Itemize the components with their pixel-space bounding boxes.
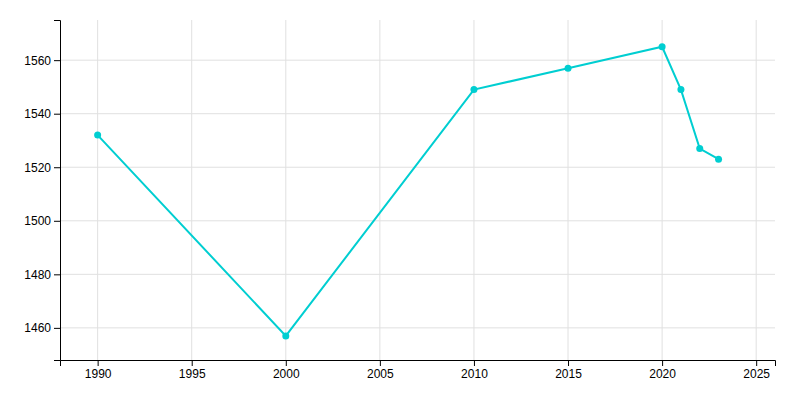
tick: 2015 [555,360,582,381]
tick-label: 1990 [85,367,112,381]
tick-mark [756,360,757,366]
grid-line [60,274,775,275]
point [470,86,477,93]
axis-line [61,361,776,367]
tick-label: 1460 [24,321,51,335]
tick: 1540 [24,107,60,121]
tick-mark [192,360,193,366]
tick-label: 1520 [24,161,51,175]
grid-line [756,20,757,360]
tick-mark [54,328,60,329]
grid-line [285,20,286,360]
tick-mark [54,114,60,115]
grid-line [60,327,775,328]
tick: 1990 [85,360,112,381]
grid-line [60,167,775,168]
grid-line [379,20,380,360]
tick-label: 2015 [555,367,582,381]
tick-label: 2010 [461,367,488,381]
tick-label: 1995 [179,367,206,381]
tick: 1480 [24,268,60,282]
axis-line [54,21,61,361]
y-axis: 1460 1480 1500 1520 1540 1560 [24,21,60,361]
tick-label: 1480 [24,268,51,282]
grid-line [191,20,192,360]
tick: 1460 [24,321,60,335]
tick-mark [54,221,60,222]
tick: 2020 [649,360,676,381]
grid-line [662,20,663,360]
tick-label: 2000 [273,367,300,381]
tick-mark [568,360,569,366]
tick-mark [54,274,60,275]
chart: 1990 1995 2000 2005 2010 2015 2020 2025 1460 1480… [0,0,800,400]
tick-mark [98,360,99,366]
tick-label: 2020 [649,367,676,381]
tick: 1500 [24,214,60,228]
point [696,145,703,152]
point [565,65,572,72]
series [94,43,722,339]
tick-label: 1540 [24,107,51,121]
point [94,132,101,139]
tick: 1560 [24,53,60,67]
point [715,156,722,163]
tick-mark [380,360,381,366]
tick: 2010 [461,360,488,381]
tick-mark [662,360,663,366]
tick: 1520 [24,161,60,175]
tick: 2005 [367,360,394,381]
grid-line [60,220,775,221]
tick: 1995 [179,360,206,381]
tick-label: 1560 [24,53,51,67]
tick-mark [474,360,475,366]
line [98,47,719,336]
point [282,332,289,339]
tick-mark [286,360,287,366]
point [677,86,684,93]
tick: 2000 [273,360,300,381]
tick-label: 1500 [24,214,51,228]
tick-mark [54,167,60,168]
tick-mark [54,60,60,61]
tick: 2025 [743,360,770,381]
grid-line [473,20,474,360]
grid-line [97,20,98,360]
x-axis: 1990 1995 2000 2005 2010 2015 2020 2025 [61,360,776,381]
tick-label: 2025 [743,367,770,381]
tick-label: 2005 [367,367,394,381]
grid [60,20,775,360]
plot-area: 1990 1995 2000 2005 2010 2015 2020 2025 1460 1480… [24,20,775,381]
point [659,43,666,50]
grid-line [60,113,775,114]
